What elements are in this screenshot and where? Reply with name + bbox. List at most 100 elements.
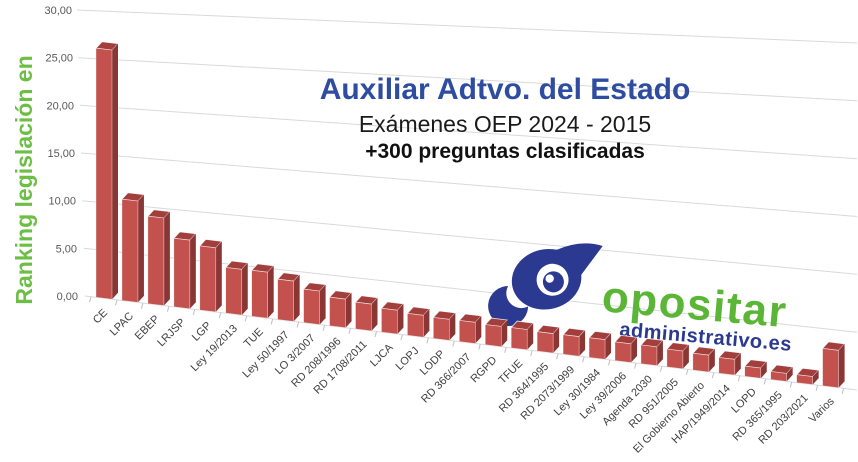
bar-front-face <box>355 301 372 332</box>
gridline <box>82 200 858 275</box>
bar <box>510 320 535 351</box>
gridline <box>76 9 858 44</box>
opositar-logo-icon <box>488 243 603 327</box>
bar-front-face <box>199 245 217 313</box>
axis-tick <box>192 309 196 316</box>
bar <box>484 317 509 348</box>
bar-front-face <box>303 288 320 325</box>
bar-front-face <box>121 198 139 303</box>
bar-side-face <box>760 361 767 379</box>
bar-side-face <box>475 315 482 344</box>
bar-side-face <box>241 262 248 316</box>
bar-side-face <box>656 340 663 366</box>
axis-tick <box>659 366 663 372</box>
bar-side-face <box>553 327 560 353</box>
bar-side-face <box>579 330 586 357</box>
category-label: RD 1708/2011 <box>312 339 370 397</box>
bar-front-face <box>588 337 606 360</box>
axis-tick <box>218 312 222 319</box>
bar <box>224 260 249 316</box>
axis-tick <box>426 337 429 344</box>
chart-subtitle: Exámenes OEP 2024 - 2015 <box>359 111 651 137</box>
chart-title: Auxiliar Adtvo. del Estado <box>320 73 691 106</box>
category-label: Varios <box>807 395 837 425</box>
bar <box>562 327 586 357</box>
bar-side-face <box>345 292 352 328</box>
bar <box>328 290 353 329</box>
axis-tick <box>841 388 845 395</box>
bar-front-face <box>744 365 762 379</box>
bar <box>588 330 612 360</box>
axis-tick <box>452 340 455 347</box>
axis-tick <box>166 306 170 312</box>
category-label: RGPD <box>468 354 499 385</box>
bar-side-face <box>786 367 793 382</box>
bar-front-face <box>173 237 191 310</box>
gridline <box>78 57 858 102</box>
axis-tick <box>556 353 559 360</box>
bar <box>147 209 171 306</box>
axis-tick <box>711 372 715 379</box>
bar-front-face <box>95 47 113 300</box>
category-label: CE <box>91 307 110 326</box>
bar <box>95 41 119 300</box>
bar <box>276 272 301 322</box>
bars <box>95 41 846 389</box>
axis-tick <box>374 331 377 338</box>
bar-side-face <box>397 303 404 334</box>
axis-tick <box>582 356 585 363</box>
y-tick-label: 5,00 <box>56 243 77 255</box>
axis-tick <box>815 385 819 391</box>
bar-front-face <box>718 357 736 376</box>
bar <box>406 306 431 338</box>
category-label: LJCA <box>368 341 396 369</box>
axis-tick <box>789 381 793 388</box>
bar-side-face <box>682 344 689 369</box>
y-tick-label: 10,00 <box>48 196 76 208</box>
bar <box>121 192 145 303</box>
bar-front-face <box>147 215 165 306</box>
bar <box>692 346 716 373</box>
bar <box>458 313 483 344</box>
bar-side-face <box>163 211 170 306</box>
bar <box>380 301 405 335</box>
y-tick-label: 25,00 <box>45 53 73 65</box>
y-axis-tick-labels: 0,00 5,00 10,00 15,00 20,00 25,00 30,00 <box>44 5 78 303</box>
bar <box>198 238 223 313</box>
bar-side-face <box>215 241 222 312</box>
axis-tick <box>608 359 611 366</box>
bar-front-face <box>562 334 580 357</box>
bar-front-face <box>277 278 294 322</box>
gridline <box>79 104 858 160</box>
bar-side-face <box>423 308 430 338</box>
bar-front-face <box>796 374 813 385</box>
bar-front-face <box>381 307 398 335</box>
bar-front-face <box>614 341 632 363</box>
axis-tick <box>530 350 533 357</box>
y-axis-title: Ranking legislación en <box>11 55 37 304</box>
axis-tick <box>504 347 507 353</box>
bar <box>536 324 560 354</box>
bar-front-face <box>484 324 502 348</box>
bar-side-face <box>631 337 637 363</box>
bar-front-face <box>510 327 528 351</box>
bar-front-face <box>666 348 684 370</box>
bar <box>640 338 664 366</box>
bar-front-face <box>459 320 476 344</box>
bar-front-face <box>251 269 268 319</box>
bar-front-face <box>536 331 554 354</box>
bar <box>666 342 690 370</box>
bar-front-face <box>822 348 839 389</box>
bar <box>173 231 197 310</box>
axis-tick <box>634 362 637 369</box>
opositar-logo: opositar administrativo.es <box>488 243 793 356</box>
bar-side-face <box>527 323 534 350</box>
y-tick-label: 15,00 <box>47 148 75 160</box>
bar-side-face <box>812 370 819 385</box>
bar-side-face <box>708 348 715 372</box>
y-tick-label: 20,00 <box>46 100 74 112</box>
axis-tick <box>478 343 481 350</box>
y-tick-label: 0,00 <box>57 291 78 303</box>
bar <box>614 334 638 363</box>
